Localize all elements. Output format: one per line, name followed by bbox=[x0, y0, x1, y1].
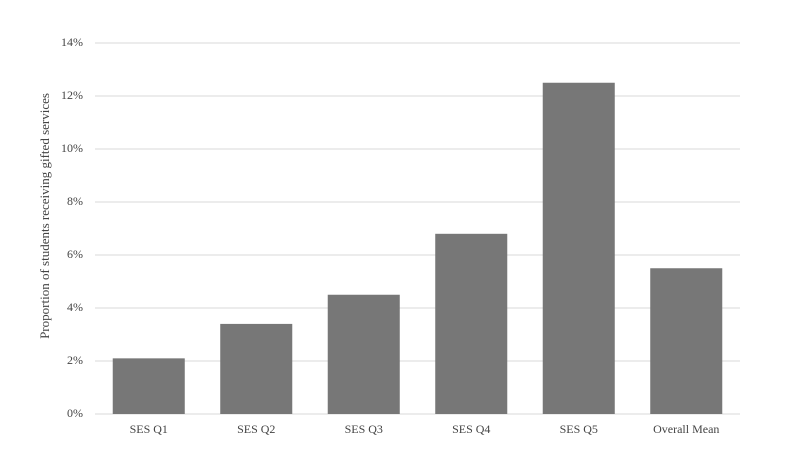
bar bbox=[542, 82, 615, 414]
y-tick-label: 6% bbox=[67, 247, 83, 261]
bar bbox=[327, 294, 400, 414]
x-tick-label: Overall Mean bbox=[653, 422, 719, 436]
y-axis-label: Proportion of students receiving gifted … bbox=[37, 93, 52, 339]
bar bbox=[220, 323, 293, 414]
y-tick-label: 0% bbox=[67, 406, 83, 420]
bar bbox=[650, 268, 723, 414]
x-tick-label: SES Q3 bbox=[345, 422, 383, 436]
x-tick-label: SES Q1 bbox=[130, 422, 168, 436]
x-tick-label: SES Q2 bbox=[237, 422, 275, 436]
bar bbox=[435, 233, 508, 414]
x-tick-label: SES Q5 bbox=[560, 422, 598, 436]
x-tick-label: SES Q4 bbox=[452, 422, 490, 436]
y-tick-label: 8% bbox=[67, 194, 83, 208]
y-tick-label: 4% bbox=[67, 300, 83, 314]
y-tick-label: 14% bbox=[61, 35, 83, 49]
y-tick-label: 12% bbox=[61, 88, 83, 102]
bar bbox=[112, 358, 185, 414]
y-tick-label: 10% bbox=[61, 141, 83, 155]
y-tick-label: 2% bbox=[67, 353, 83, 367]
